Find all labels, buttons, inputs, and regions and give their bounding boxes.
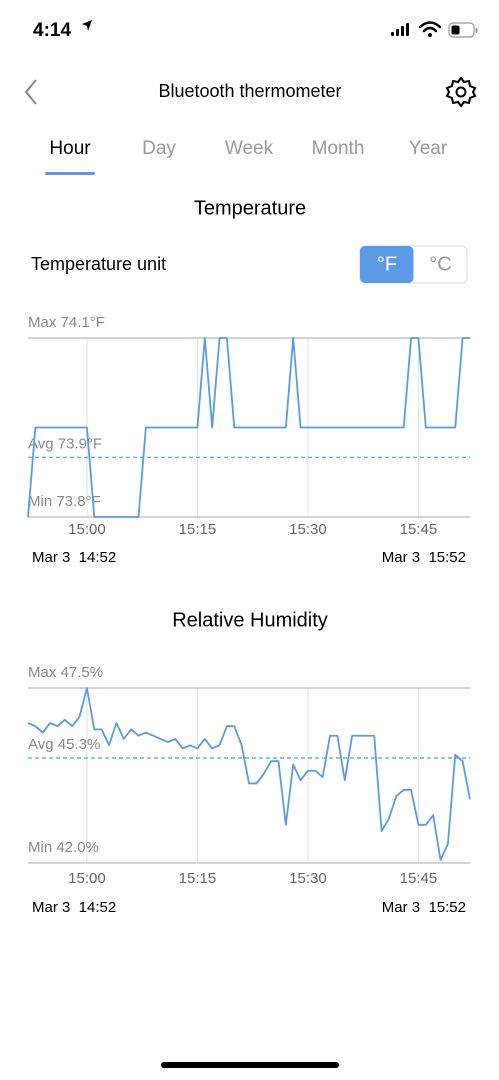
avg-label: Avg 73.9°F [28, 435, 102, 452]
x-tick-label: 15:45 [400, 870, 438, 887]
x-tick-label: 15:30 [289, 521, 327, 538]
range-end: Mar 3 15:52 [382, 899, 466, 916]
battery-icon [448, 22, 478, 38]
wifi-icon [418, 21, 442, 33]
back-button[interactable] [24, 79, 37, 105]
tab[interactable]: Week [225, 138, 274, 159]
unit-label: Temperature unit [31, 254, 166, 274]
range-end: Mar 3 15:52 [382, 549, 466, 566]
tab-bar: Hour Day Week Month Year [45, 138, 448, 175]
x-tick-label: 15:45 [400, 521, 438, 538]
unit-option[interactable]: °C [429, 253, 451, 275]
x-tick-label: 15:00 [68, 870, 106, 887]
chart-title: Relative Humidity [172, 609, 328, 631]
y-tick-label: Min 42.0% [28, 839, 99, 856]
tab-underline [45, 172, 95, 175]
data-line [27, 337, 470, 518]
data-line [27, 687, 471, 861]
settings-button[interactable] [445, 76, 477, 108]
y-tick-label: Max 74.1°F [28, 314, 105, 331]
unit-toggle: °F °C [359, 245, 468, 284]
avg-label: Avg 45.3% [28, 736, 100, 753]
wifi-dot [428, 33, 432, 37]
y-tick-label: Min 73.8°F [28, 493, 101, 510]
tab[interactable]: Year [409, 138, 448, 159]
status-time: 4:14 [33, 20, 71, 41]
x-tick-label: 15:15 [179, 870, 217, 887]
x-tick-label: 15:00 [68, 521, 106, 538]
chart-title: Temperature [194, 197, 306, 219]
unit-option[interactable]: °F [377, 253, 397, 275]
range-start: Mar 3 14:52 [32, 549, 116, 566]
tab[interactable]: Month [312, 138, 365, 159]
toggle-selected [360, 246, 414, 283]
tab[interactable]: Hour [49, 138, 91, 159]
y-tick-label: Max 47.5% [28, 664, 103, 681]
charts: Temperature 15:00 15:15 15:30 15:45 Max 74.1°… [27, 197, 471, 916]
location-icon [82, 20, 92, 31]
home-indicator [161, 1062, 339, 1068]
range-start: Mar 3 14:52 [32, 899, 116, 916]
page-title: Bluetooth thermometer [158, 81, 341, 101]
x-tick-label: 15:15 [179, 521, 217, 538]
signal-icon [391, 23, 409, 36]
tab[interactable]: Day [142, 138, 176, 159]
x-tick-label: 15:30 [289, 870, 327, 887]
